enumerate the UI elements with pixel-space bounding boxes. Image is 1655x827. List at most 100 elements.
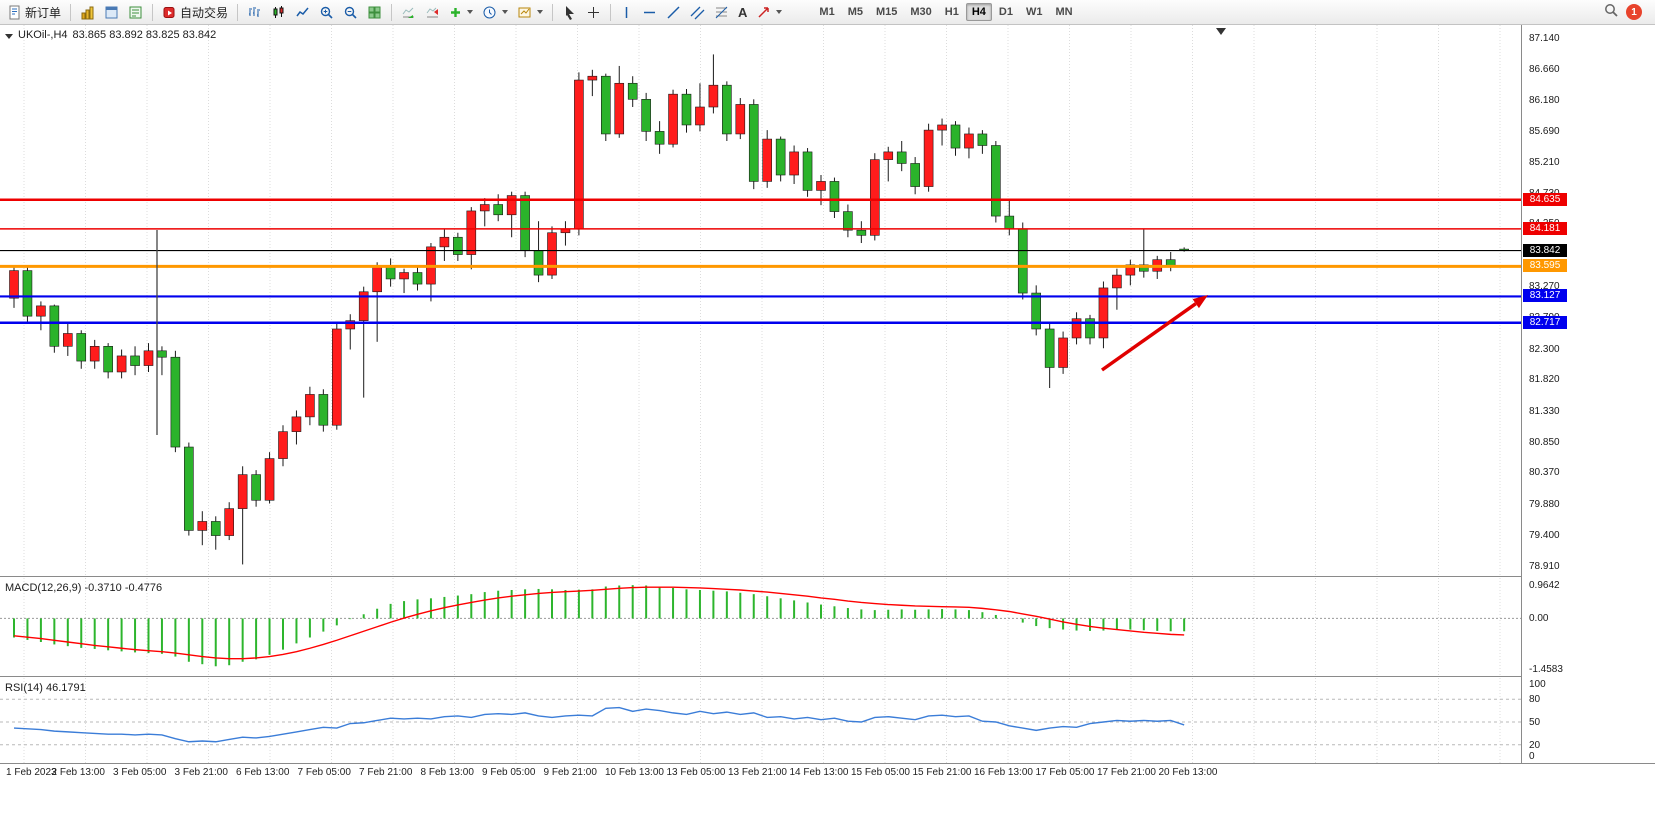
candle-bear (1017, 228, 1028, 294)
fibonacci-tool-button[interactable] (710, 2, 733, 23)
auto-scroll-icon (401, 5, 416, 20)
market-watch-button[interactable] (124, 2, 147, 23)
candle-bear (1031, 292, 1041, 330)
candle-bear (318, 394, 329, 426)
candle-bear (49, 305, 60, 347)
rsi-line (13, 706, 1185, 743)
time-axis-label: 2 Feb 13:00 (51, 767, 105, 778)
time-axis[interactable]: 1 Feb 2023 2 Feb 13:00 3 Feb 05:00 3 Feb 21… (0, 763, 1655, 783)
price-axis-label: 81.820 (1529, 374, 1560, 386)
timeframe-h1[interactable]: H1 (944, 6, 959, 18)
rsi-axis[interactable]: 100 80 50 20 0 (1521, 678, 1655, 763)
timeframe-h4[interactable]: H4 (965, 3, 992, 21)
search-icon[interactable] (1603, 2, 1619, 23)
new-chart-button[interactable] (76, 2, 99, 23)
line-chart-button[interactable] (291, 2, 314, 23)
timeframe-m5[interactable]: M5 (847, 6, 863, 18)
timeframe-w1[interactable]: W1 (1025, 6, 1043, 18)
candle-bull (89, 346, 100, 362)
trendline-icon (666, 5, 681, 20)
chevron-down-icon (467, 10, 474, 14)
time-axis-label: 7 Feb 21:00 (359, 767, 413, 778)
zoom-out-button[interactable] (339, 2, 362, 23)
timeframe-m30[interactable]: M30 (910, 6, 932, 18)
timeframe-m1[interactable]: M1 (819, 6, 835, 18)
macd-axis[interactable]: 0.9642 0.00 -1.4583 (1521, 578, 1655, 678)
macd-canvas (0, 578, 1521, 676)
toolbar-right-group: 1 (1603, 2, 1652, 23)
add-indicator-button[interactable] (445, 2, 477, 23)
notification-badge[interactable]: 1 (1626, 4, 1642, 20)
arrow-annotation-head (1192, 295, 1208, 309)
candle-bear (910, 163, 920, 187)
candle-bull (1112, 274, 1122, 289)
main-chart-panel[interactable]: UKOil-,H4 83.865 83.892 83.825 83.842 (0, 25, 1521, 577)
tile-windows-button[interactable] (363, 2, 386, 23)
rsi-panel[interactable]: RSI(14) 46.1791 (0, 678, 1521, 763)
horizontal-line-tool-button[interactable] (638, 2, 661, 23)
time-axis-label: 16 Feb 13:00 (974, 767, 1033, 778)
candle-bear (22, 270, 33, 317)
time-axis-label: 3 Feb 21:00 (174, 767, 228, 778)
bar-chart-button[interactable] (243, 2, 266, 23)
periods-button[interactable] (478, 2, 512, 23)
time-axis-label: 15 Feb 05:00 (851, 767, 910, 778)
time-axis-label: 9 Feb 21:00 (543, 767, 597, 778)
cursor-tool-button[interactable] (558, 2, 581, 23)
zoom-in-button[interactable] (315, 2, 338, 23)
candle-bull (614, 82, 625, 135)
candle-bull (278, 431, 288, 459)
chevron-down-icon (502, 10, 509, 14)
candle-bull (506, 195, 517, 216)
arrow-tool-icon (756, 5, 771, 20)
new-order-button[interactable]: 新订单 (3, 2, 65, 23)
timeframe-m15[interactable]: M15 (875, 6, 898, 18)
crosshair-tool-button[interactable] (582, 2, 605, 23)
channel-tool-button[interactable] (686, 2, 709, 23)
auto-trading-button[interactable]: 自动交易 (158, 2, 232, 23)
profiles-button[interactable] (100, 2, 123, 23)
price-axis-label: 79.400 (1529, 529, 1560, 541)
chart-shift-button[interactable] (421, 2, 444, 23)
macd-signal-line (13, 586, 1185, 660)
candle-bull (62, 333, 73, 347)
candlestick-chart-button[interactable] (267, 2, 290, 23)
rsi-axis-label: 50 (1529, 717, 1541, 728)
bar-chart-icon (247, 5, 262, 20)
macd-panel[interactable]: MACD(12,26,9) -0.3710 -0.4776 (0, 578, 1521, 677)
fibonacci-icon (714, 5, 729, 20)
chart-dropdown-icon[interactable] (5, 33, 13, 39)
candle-bear (412, 272, 423, 285)
candle-bear (641, 99, 651, 132)
vertical-line-icon (620, 5, 633, 20)
candlestick-canvas[interactable] (0, 25, 1521, 577)
price-axis[interactable]: 87.14086.66086.18085.69085.21084.73084.2… (1521, 25, 1655, 578)
time-axis-label: 3 Feb 05:00 (113, 767, 167, 778)
timeframe-mn[interactable]: MN (1055, 6, 1073, 18)
chart-shift-marker[interactable] (1216, 28, 1226, 35)
templates-button[interactable] (513, 2, 547, 23)
auto-scroll-button[interactable] (397, 2, 420, 23)
time-axis-label: 13 Feb 05:00 (666, 767, 726, 778)
trendline-tool-button[interactable] (662, 2, 685, 23)
arrows-tool-button[interactable] (752, 2, 786, 23)
price-axis-label: 79.880 (1529, 498, 1560, 510)
candle-bull (466, 210, 477, 255)
timeframe-d1[interactable]: D1 (998, 6, 1013, 18)
price-axis-label: 82.300 (1529, 343, 1560, 355)
time-axis-label: 6 Feb 13:00 (236, 767, 290, 778)
price-axis-label: 87.140 (1529, 33, 1560, 44)
price-axis-label: 81.330 (1529, 405, 1560, 417)
candle-bull (574, 79, 584, 230)
vertical-line-tool-button[interactable] (616, 2, 637, 23)
candle-bear (775, 138, 786, 176)
chart-symbol-period: UKOil-,H4 (18, 29, 68, 41)
price-axis-label: 80.850 (1529, 436, 1560, 448)
candle-bull (143, 350, 154, 366)
text-tool-button[interactable]: A (734, 2, 751, 23)
candle-bear (843, 211, 853, 231)
candle-bull (36, 305, 46, 317)
candle-bear (829, 181, 840, 212)
candle-bear (76, 333, 87, 362)
rsi-label: RSI(14) 46.1791 (5, 682, 86, 694)
